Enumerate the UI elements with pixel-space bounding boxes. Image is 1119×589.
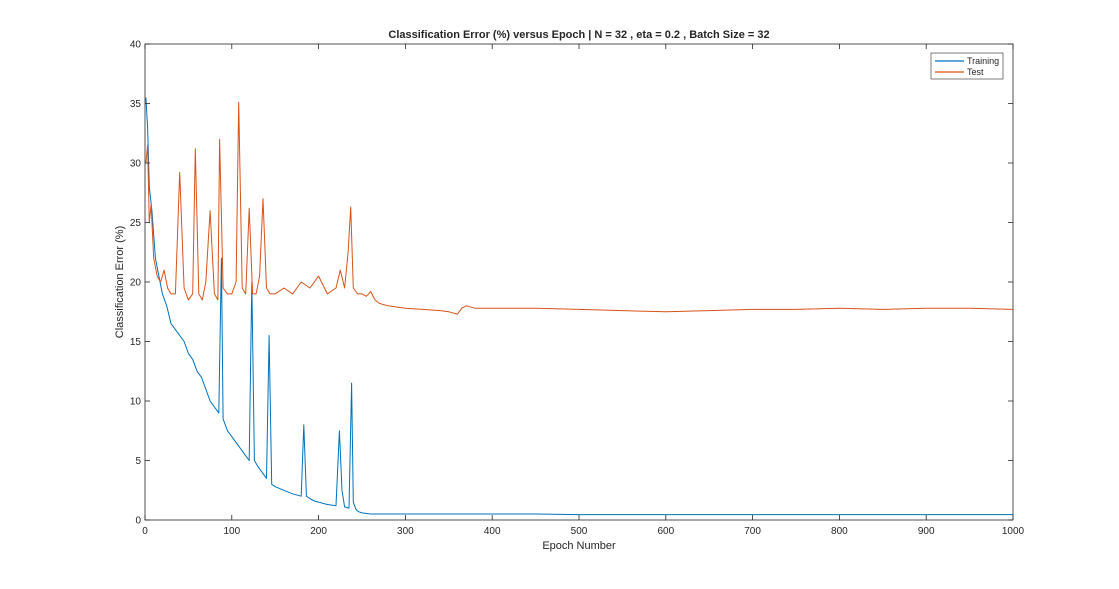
y-tick-label: 15 bbox=[130, 337, 142, 348]
series-line-training bbox=[145, 97, 1013, 516]
x-tick-label: 400 bbox=[484, 526, 501, 537]
y-tick-label: 0 bbox=[135, 516, 141, 527]
legend-box bbox=[930, 52, 1004, 80]
x-tick-label: 600 bbox=[657, 526, 674, 537]
x-tick-label: 1000 bbox=[1002, 526, 1025, 537]
y-tick-label: 10 bbox=[130, 397, 142, 408]
legend-label-test: Test bbox=[967, 67, 984, 77]
y-tick-label: 25 bbox=[130, 218, 142, 229]
series-line-test bbox=[145, 101, 1014, 315]
legend: Training Test bbox=[930, 52, 1004, 80]
x-tick-label: 300 bbox=[397, 526, 414, 537]
y-tick-label: 35 bbox=[130, 99, 142, 110]
x-tick-label: 200 bbox=[310, 526, 327, 537]
y-tick-label: 40 bbox=[130, 40, 142, 51]
y-tick-label: 20 bbox=[130, 278, 142, 289]
plot-area bbox=[144, 43, 1014, 521]
y-tick-label: 30 bbox=[130, 159, 142, 170]
x-tick-label: 500 bbox=[571, 526, 588, 537]
x-tick-label: 800 bbox=[831, 526, 848, 537]
y-tick-label: 5 bbox=[135, 456, 141, 467]
x-tick-label: 100 bbox=[223, 526, 240, 537]
ticks-layer: 0 100 200 300 400 500 600 700 800 900 1000 0 5 10 15 20… bbox=[130, 40, 1025, 538]
legend-label-training: Training bbox=[967, 56, 999, 66]
x-axis-label: Epoch Number bbox=[542, 540, 616, 552]
x-tick-label: 900 bbox=[918, 526, 935, 537]
x-tick-label: 700 bbox=[744, 526, 761, 537]
series-layer bbox=[145, 97, 1014, 516]
y-axis-label: Classification Error (%) bbox=[114, 226, 126, 338]
x-tick-label: 0 bbox=[142, 526, 148, 537]
chart-title: Classification Error (%) versus Epoch | … bbox=[388, 29, 769, 41]
